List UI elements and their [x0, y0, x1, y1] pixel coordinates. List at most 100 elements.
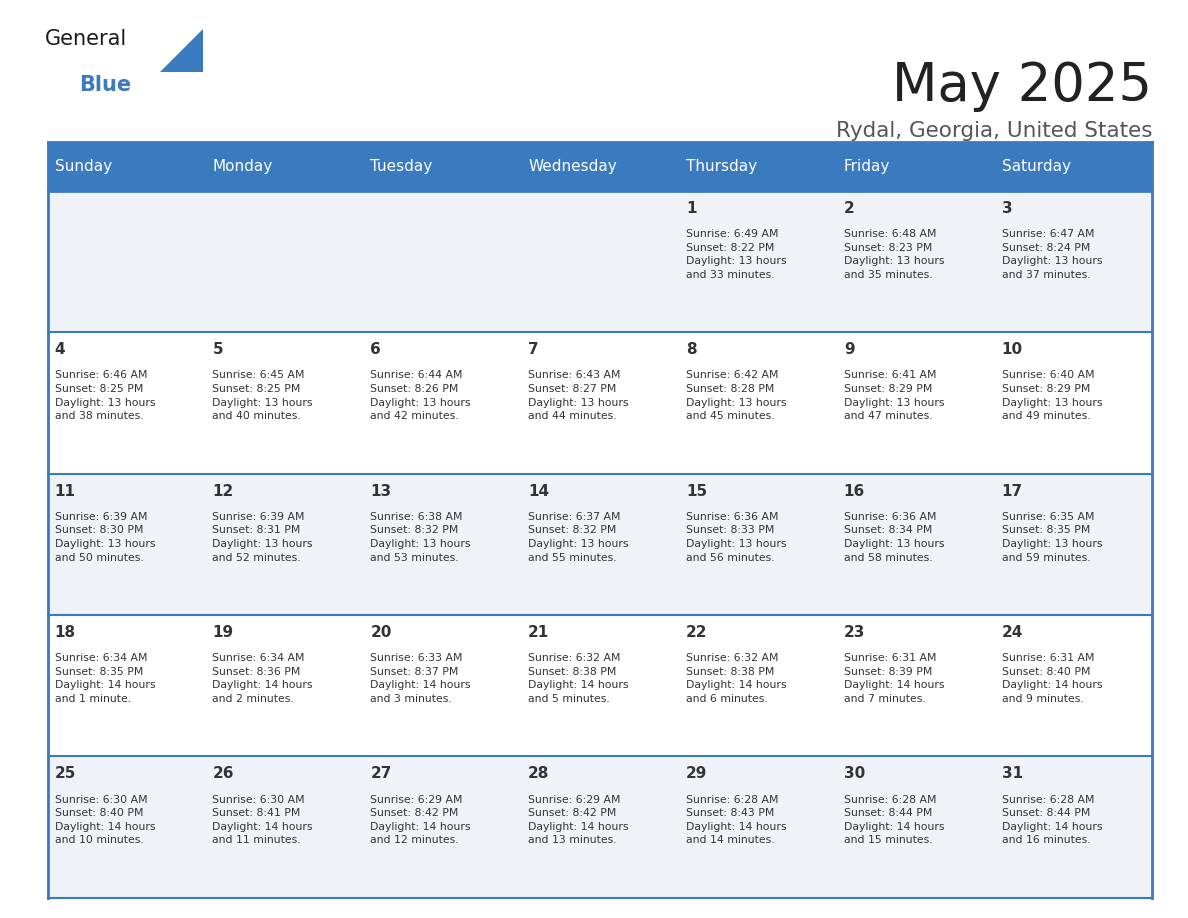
Text: May 2025: May 2025 [892, 60, 1152, 112]
Text: Wednesday: Wednesday [529, 159, 617, 174]
Bar [206, 332, 364, 474]
Text: 25: 25 [55, 767, 76, 781]
Text: Sunrise: 6:36 AM
Sunset: 8:34 PM
Daylight: 13 hours
and 58 minutes.: Sunrise: 6:36 AM Sunset: 8:34 PM Dayligh… [843, 512, 944, 563]
Bar [994, 756, 1152, 898]
Text: Sunrise: 6:39 AM
Sunset: 8:31 PM
Daylight: 13 hours
and 52 minutes.: Sunrise: 6:39 AM Sunset: 8:31 PM Dayligh… [213, 512, 312, 563]
Bar [994, 191, 1152, 332]
Bar [522, 756, 678, 898]
Bar [522, 332, 678, 474]
Text: 10: 10 [1001, 342, 1023, 357]
Bar [836, 332, 994, 474]
Bar [994, 474, 1152, 615]
Text: 23: 23 [843, 625, 865, 640]
Bar [48, 756, 206, 898]
Text: 20: 20 [371, 625, 392, 640]
Bar [522, 142, 678, 191]
Bar [836, 756, 994, 898]
Text: 24: 24 [1001, 625, 1023, 640]
Text: Sunrise: 6:41 AM
Sunset: 8:29 PM
Daylight: 13 hours
and 47 minutes.: Sunrise: 6:41 AM Sunset: 8:29 PM Dayligh… [843, 371, 944, 421]
Text: Sunrise: 6:39 AM
Sunset: 8:30 PM
Daylight: 13 hours
and 50 minutes.: Sunrise: 6:39 AM Sunset: 8:30 PM Dayligh… [55, 512, 156, 563]
Text: 14: 14 [529, 484, 549, 498]
Text: Thursday: Thursday [685, 159, 757, 174]
Bar [364, 474, 522, 615]
Text: 22: 22 [685, 625, 708, 640]
Bar [836, 142, 994, 191]
Text: Sunrise: 6:33 AM
Sunset: 8:37 PM
Daylight: 14 hours
and 3 minutes.: Sunrise: 6:33 AM Sunset: 8:37 PM Dayligh… [371, 654, 470, 704]
Bar [206, 191, 364, 332]
Text: Tuesday: Tuesday [371, 159, 432, 174]
Bar [522, 474, 678, 615]
Text: Sunrise: 6:31 AM
Sunset: 8:39 PM
Daylight: 14 hours
and 7 minutes.: Sunrise: 6:31 AM Sunset: 8:39 PM Dayligh… [843, 654, 944, 704]
Text: Sunrise: 6:29 AM
Sunset: 8:42 PM
Daylight: 14 hours
and 12 minutes.: Sunrise: 6:29 AM Sunset: 8:42 PM Dayligh… [371, 795, 470, 845]
Text: Sunrise: 6:32 AM
Sunset: 8:38 PM
Daylight: 14 hours
and 5 minutes.: Sunrise: 6:32 AM Sunset: 8:38 PM Dayligh… [529, 654, 628, 704]
Bar [48, 142, 206, 191]
Bar [994, 615, 1152, 756]
Text: 29: 29 [685, 767, 707, 781]
Text: Sunrise: 6:28 AM
Sunset: 8:44 PM
Daylight: 14 hours
and 15 minutes.: Sunrise: 6:28 AM Sunset: 8:44 PM Dayligh… [843, 795, 944, 845]
Text: Sunrise: 6:40 AM
Sunset: 8:29 PM
Daylight: 13 hours
and 49 minutes.: Sunrise: 6:40 AM Sunset: 8:29 PM Dayligh… [1001, 371, 1102, 421]
Text: Sunrise: 6:28 AM
Sunset: 8:44 PM
Daylight: 14 hours
and 16 minutes.: Sunrise: 6:28 AM Sunset: 8:44 PM Dayligh… [1001, 795, 1102, 845]
Bar [836, 474, 994, 615]
Text: 28: 28 [529, 767, 550, 781]
Bar [836, 191, 994, 332]
Text: 6: 6 [371, 342, 381, 357]
Text: 8: 8 [685, 342, 696, 357]
Text: Sunrise: 6:34 AM
Sunset: 8:36 PM
Daylight: 14 hours
and 2 minutes.: Sunrise: 6:34 AM Sunset: 8:36 PM Dayligh… [213, 654, 312, 704]
Text: 1: 1 [685, 201, 696, 216]
Text: Sunrise: 6:35 AM
Sunset: 8:35 PM
Daylight: 13 hours
and 59 minutes.: Sunrise: 6:35 AM Sunset: 8:35 PM Dayligh… [1001, 512, 1102, 563]
Text: Sunrise: 6:37 AM
Sunset: 8:32 PM
Daylight: 13 hours
and 55 minutes.: Sunrise: 6:37 AM Sunset: 8:32 PM Dayligh… [529, 512, 628, 563]
Bar [48, 615, 206, 756]
Text: 27: 27 [371, 767, 392, 781]
Text: Sunrise: 6:49 AM
Sunset: 8:22 PM
Daylight: 13 hours
and 33 minutes.: Sunrise: 6:49 AM Sunset: 8:22 PM Dayligh… [685, 230, 786, 280]
Text: Rydal, Georgia, United States: Rydal, Georgia, United States [836, 121, 1152, 141]
Bar [678, 615, 836, 756]
Text: Sunrise: 6:46 AM
Sunset: 8:25 PM
Daylight: 13 hours
and 38 minutes.: Sunrise: 6:46 AM Sunset: 8:25 PM Dayligh… [55, 371, 156, 421]
Text: Sunrise: 6:42 AM
Sunset: 8:28 PM
Daylight: 13 hours
and 45 minutes.: Sunrise: 6:42 AM Sunset: 8:28 PM Dayligh… [685, 371, 786, 421]
Text: Sunrise: 6:45 AM
Sunset: 8:25 PM
Daylight: 13 hours
and 40 minutes.: Sunrise: 6:45 AM Sunset: 8:25 PM Dayligh… [213, 371, 312, 421]
Bar [364, 615, 522, 756]
Text: 7: 7 [529, 342, 538, 357]
Bar [48, 474, 206, 615]
Text: Blue: Blue [80, 75, 132, 95]
Text: 19: 19 [213, 625, 234, 640]
Text: Sunrise: 6:36 AM
Sunset: 8:33 PM
Daylight: 13 hours
and 56 minutes.: Sunrise: 6:36 AM Sunset: 8:33 PM Dayligh… [685, 512, 786, 563]
Text: Sunrise: 6:38 AM
Sunset: 8:32 PM
Daylight: 13 hours
and 53 minutes.: Sunrise: 6:38 AM Sunset: 8:32 PM Dayligh… [371, 512, 470, 563]
Text: Sunrise: 6:28 AM
Sunset: 8:43 PM
Daylight: 14 hours
and 14 minutes.: Sunrise: 6:28 AM Sunset: 8:43 PM Dayligh… [685, 795, 786, 845]
Text: Sunrise: 6:30 AM
Sunset: 8:41 PM
Daylight: 14 hours
and 11 minutes.: Sunrise: 6:30 AM Sunset: 8:41 PM Dayligh… [213, 795, 312, 845]
Bar [678, 332, 836, 474]
Text: 26: 26 [213, 767, 234, 781]
Text: 4: 4 [55, 342, 65, 357]
Text: Sunrise: 6:44 AM
Sunset: 8:26 PM
Daylight: 13 hours
and 42 minutes.: Sunrise: 6:44 AM Sunset: 8:26 PM Dayligh… [371, 371, 470, 421]
Text: Sunrise: 6:48 AM
Sunset: 8:23 PM
Daylight: 13 hours
and 35 minutes.: Sunrise: 6:48 AM Sunset: 8:23 PM Dayligh… [843, 230, 944, 280]
Text: Sunrise: 6:31 AM
Sunset: 8:40 PM
Daylight: 14 hours
and 9 minutes.: Sunrise: 6:31 AM Sunset: 8:40 PM Dayligh… [1001, 654, 1102, 704]
Text: 11: 11 [55, 484, 76, 498]
Text: Sunrise: 6:43 AM
Sunset: 8:27 PM
Daylight: 13 hours
and 44 minutes.: Sunrise: 6:43 AM Sunset: 8:27 PM Dayligh… [529, 371, 628, 421]
Bar [206, 142, 364, 191]
Polygon shape [160, 28, 203, 72]
Bar [994, 332, 1152, 474]
Text: 21: 21 [529, 625, 549, 640]
Bar [48, 191, 206, 332]
Bar [364, 332, 522, 474]
Bar [678, 756, 836, 898]
Bar [522, 615, 678, 756]
Bar [206, 756, 364, 898]
Text: 9: 9 [843, 342, 854, 357]
Bar [522, 191, 678, 332]
Text: Monday: Monday [213, 159, 273, 174]
Text: 13: 13 [371, 484, 391, 498]
Text: Friday: Friday [843, 159, 890, 174]
Text: Sunrise: 6:29 AM
Sunset: 8:42 PM
Daylight: 14 hours
and 13 minutes.: Sunrise: 6:29 AM Sunset: 8:42 PM Dayligh… [529, 795, 628, 845]
Text: Sunrise: 6:32 AM
Sunset: 8:38 PM
Daylight: 14 hours
and 6 minutes.: Sunrise: 6:32 AM Sunset: 8:38 PM Dayligh… [685, 654, 786, 704]
Text: Sunrise: 6:34 AM
Sunset: 8:35 PM
Daylight: 14 hours
and 1 minute.: Sunrise: 6:34 AM Sunset: 8:35 PM Dayligh… [55, 654, 156, 704]
Text: Sunday: Sunday [55, 159, 112, 174]
Text: 31: 31 [1001, 767, 1023, 781]
Bar [678, 474, 836, 615]
Text: 30: 30 [843, 767, 865, 781]
Text: 15: 15 [685, 484, 707, 498]
Bar [206, 474, 364, 615]
Text: 3: 3 [1001, 201, 1012, 216]
Bar [48, 332, 206, 474]
Text: 17: 17 [1001, 484, 1023, 498]
Text: Sunrise: 6:47 AM
Sunset: 8:24 PM
Daylight: 13 hours
and 37 minutes.: Sunrise: 6:47 AM Sunset: 8:24 PM Dayligh… [1001, 230, 1102, 280]
